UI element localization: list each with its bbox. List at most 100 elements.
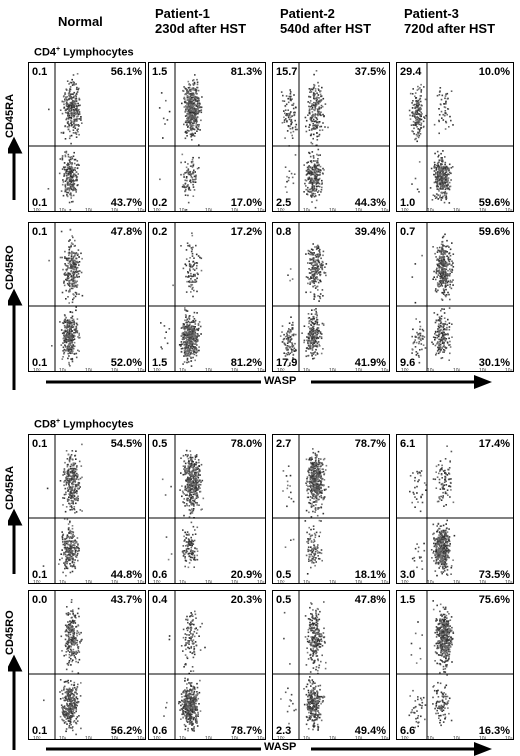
x-tick-label: 10² <box>85 368 93 372</box>
quadrant-label-ll: 2.3 <box>276 725 292 737</box>
quadrant-label-ll: 0.2 <box>152 197 168 209</box>
quadrant-label-ur: 56.1% <box>110 66 142 78</box>
quadrant-label-lr: 16.3% <box>478 725 510 737</box>
x-tick-label: 10⁴ <box>137 736 145 740</box>
section-title-cd8: CD8+ Lymphocytes <box>34 418 134 431</box>
panel-cd4-cd45ra-patient-3: 10⁰ 10¹ 10² 10³ 10⁴ 29.4 10.0% 1.0 59.6% <box>396 62 514 212</box>
x-tick-label: 10² <box>205 368 213 372</box>
quadrant-label-ul: 1.5 <box>152 66 168 78</box>
scatter-plot: 10⁰ 10¹ 10² 10³ 10⁴ <box>397 591 513 740</box>
event-dots <box>163 610 206 732</box>
quadrant-label-ul: 0.2 <box>152 226 168 238</box>
x-tick-label: 10³ <box>111 736 119 740</box>
quadrant-label-lr: 44.3% <box>354 197 386 209</box>
event-dots <box>43 599 83 736</box>
x-tick-label: 10¹ <box>59 736 67 740</box>
x-tick-label: 10² <box>453 368 461 372</box>
quadrant-label-lr: 18.1% <box>354 569 386 581</box>
y-axis-arrows <box>8 136 23 750</box>
quadrant-label-ll: 2.5 <box>276 197 292 209</box>
x-tick-label: 10³ <box>231 208 239 212</box>
quadrant-label-lr: 30.1% <box>478 357 510 369</box>
x-tick-label: 10⁴ <box>137 580 145 584</box>
x-tick-label: 10¹ <box>303 368 311 372</box>
x-tick-label: 10⁰ <box>33 736 41 740</box>
quadrant-label-lr: 43.7% <box>110 197 142 209</box>
x-tick-label: 10¹ <box>427 580 435 584</box>
x-tick-label: 10² <box>205 208 213 212</box>
event-dots <box>161 449 205 569</box>
quadrant-label-ll: 1.5 <box>152 357 168 369</box>
scatter-plot: 10⁰ 10¹ 10² 10³ 10⁴ <box>29 63 145 212</box>
x-tick-label: 10³ <box>479 736 487 740</box>
x-tick-label: 10³ <box>231 580 239 584</box>
quadrant-label-ur: 20.3% <box>230 594 262 606</box>
x-tick-label: 10⁰ <box>153 208 161 212</box>
panel-cd8-cd45ra-patient-2: 10⁰ 10¹ 10² 10³ 10⁴ 2.7 78.7% 0.5 18.1% <box>272 434 390 584</box>
x-tick-label: 10² <box>453 736 461 740</box>
x-tick-label: 10³ <box>111 208 119 212</box>
x-tick-label: 10⁰ <box>277 368 285 372</box>
scatter-plot: 10⁰ 10¹ 10² 10³ 10⁴ <box>273 435 389 583</box>
event-dots <box>409 445 456 577</box>
panel-cd4-cd45ra-normal: 10⁰ 10¹ 10² 10³ 10⁴ 0.1 56.1% 0.1 43.7% <box>28 62 146 212</box>
x-tick-label: 10³ <box>479 368 487 372</box>
quadrant-label-lr: 44.8% <box>110 569 142 581</box>
column-header-normal: Normal <box>58 14 103 29</box>
quadrant-label-ul: 15.7 <box>276 66 298 78</box>
quadrant-label-ul: 2.7 <box>276 438 292 450</box>
event-dots <box>160 232 203 367</box>
quadrant-label-ur: 47.8% <box>110 226 142 238</box>
x-tick-label: 10⁴ <box>381 736 389 740</box>
section-title-cd4-main: CD4 <box>34 46 57 59</box>
event-dots <box>282 448 330 575</box>
section-title-cd8-sup: + <box>56 418 61 425</box>
scatter-plot: 10⁰ 10¹ 10² 10³ 10⁴ <box>29 223 145 372</box>
scatter-plot: 10⁰ 10¹ 10² 10³ 10⁴ <box>397 435 513 584</box>
x-tick-label: 10⁰ <box>33 580 41 584</box>
quadrant-label-ul: 0.0 <box>32 594 48 606</box>
x-tick-label: 10² <box>453 580 461 584</box>
x-tick-label: 10³ <box>479 208 487 212</box>
scatter-plot: 10⁰ 10¹ 10² 10³ 10⁴ <box>273 63 389 212</box>
section-title-cd4-rest: Lymphocytes <box>60 46 134 59</box>
quadrant-label-ul: 0.1 <box>32 66 48 78</box>
x-tick-label: 10³ <box>231 368 239 372</box>
x-tick-label: 10⁰ <box>277 736 285 740</box>
x-tick-label: 10¹ <box>303 736 311 740</box>
scatter-plot: 10⁰ 10¹ 10² 10³ 10⁴ <box>149 591 265 739</box>
quadrant-label-ll: 6.6 <box>400 725 416 737</box>
panel-cd4-cd45ro-patient-3: 10⁰ 10¹ 10² 10³ 10⁴ 0.7 59.6% 9.6 30.1% <box>396 222 514 372</box>
quadrant-label-lr: 17.0% <box>230 197 262 209</box>
quadrant-label-ll: 1.0 <box>400 197 416 209</box>
column-header-patient-1: Patient-1 230d after HST <box>155 6 247 36</box>
quadrant-label-ur: 59.6% <box>478 226 510 238</box>
x-tick-label: 10⁴ <box>137 208 145 212</box>
scatter-plot: 10⁰ 10¹ 10² 10³ 10⁴ <box>397 223 513 372</box>
event-dots <box>48 228 84 367</box>
quadrant-label-ul: 0.7 <box>400 226 416 238</box>
panel-cd8-cd45ro-patient-3: 10⁰ 10¹ 10² 10³ 10⁴ 1.5 75.6% 6.6 16.3% <box>396 590 514 740</box>
x-tick-label: 10² <box>329 208 337 212</box>
x-axis-arrow-bottom <box>46 742 492 756</box>
x-tick-label: 10¹ <box>59 208 67 212</box>
quadrant-label-ur: 47.8% <box>354 594 386 606</box>
quadrant-label-ll: 0.6 <box>152 725 168 737</box>
quadrant-label-lr: 56.2% <box>110 725 142 737</box>
panel-cd8-cd45ro-patient-1: 10⁰ 10¹ 10² 10³ 10⁴ 0.4 20.3% 0.6 78.7% <box>148 590 266 740</box>
quadrant-label-ll: 0.1 <box>32 197 48 209</box>
quadrant-label-lr: 20.9% <box>230 569 262 581</box>
quadrant-label-ll: 0.6 <box>152 569 168 581</box>
event-dots <box>280 70 329 209</box>
quadrant-label-ul: 0.1 <box>32 438 48 450</box>
x-tick-label: 10³ <box>355 368 363 372</box>
quadrant-label-ul: 1.5 <box>400 594 416 606</box>
x-tick-label: 10⁰ <box>33 208 41 212</box>
quadrant-label-ul: 0.8 <box>276 226 292 238</box>
x-tick-label: 10¹ <box>179 368 187 372</box>
panel-cd4-cd45ra-patient-1: 10⁰ 10¹ 10² 10³ 10⁴ 1.5 81.3% 0.2 17.0% <box>148 62 266 212</box>
quadrant-label-ur: 17.2% <box>230 226 262 238</box>
scatter-plot: 10⁰ 10¹ 10² 10³ 10⁴ <box>273 223 389 372</box>
x-tick-label: 10³ <box>479 580 487 584</box>
section-title-cd4: CD4+ Lymphocytes <box>34 46 134 59</box>
